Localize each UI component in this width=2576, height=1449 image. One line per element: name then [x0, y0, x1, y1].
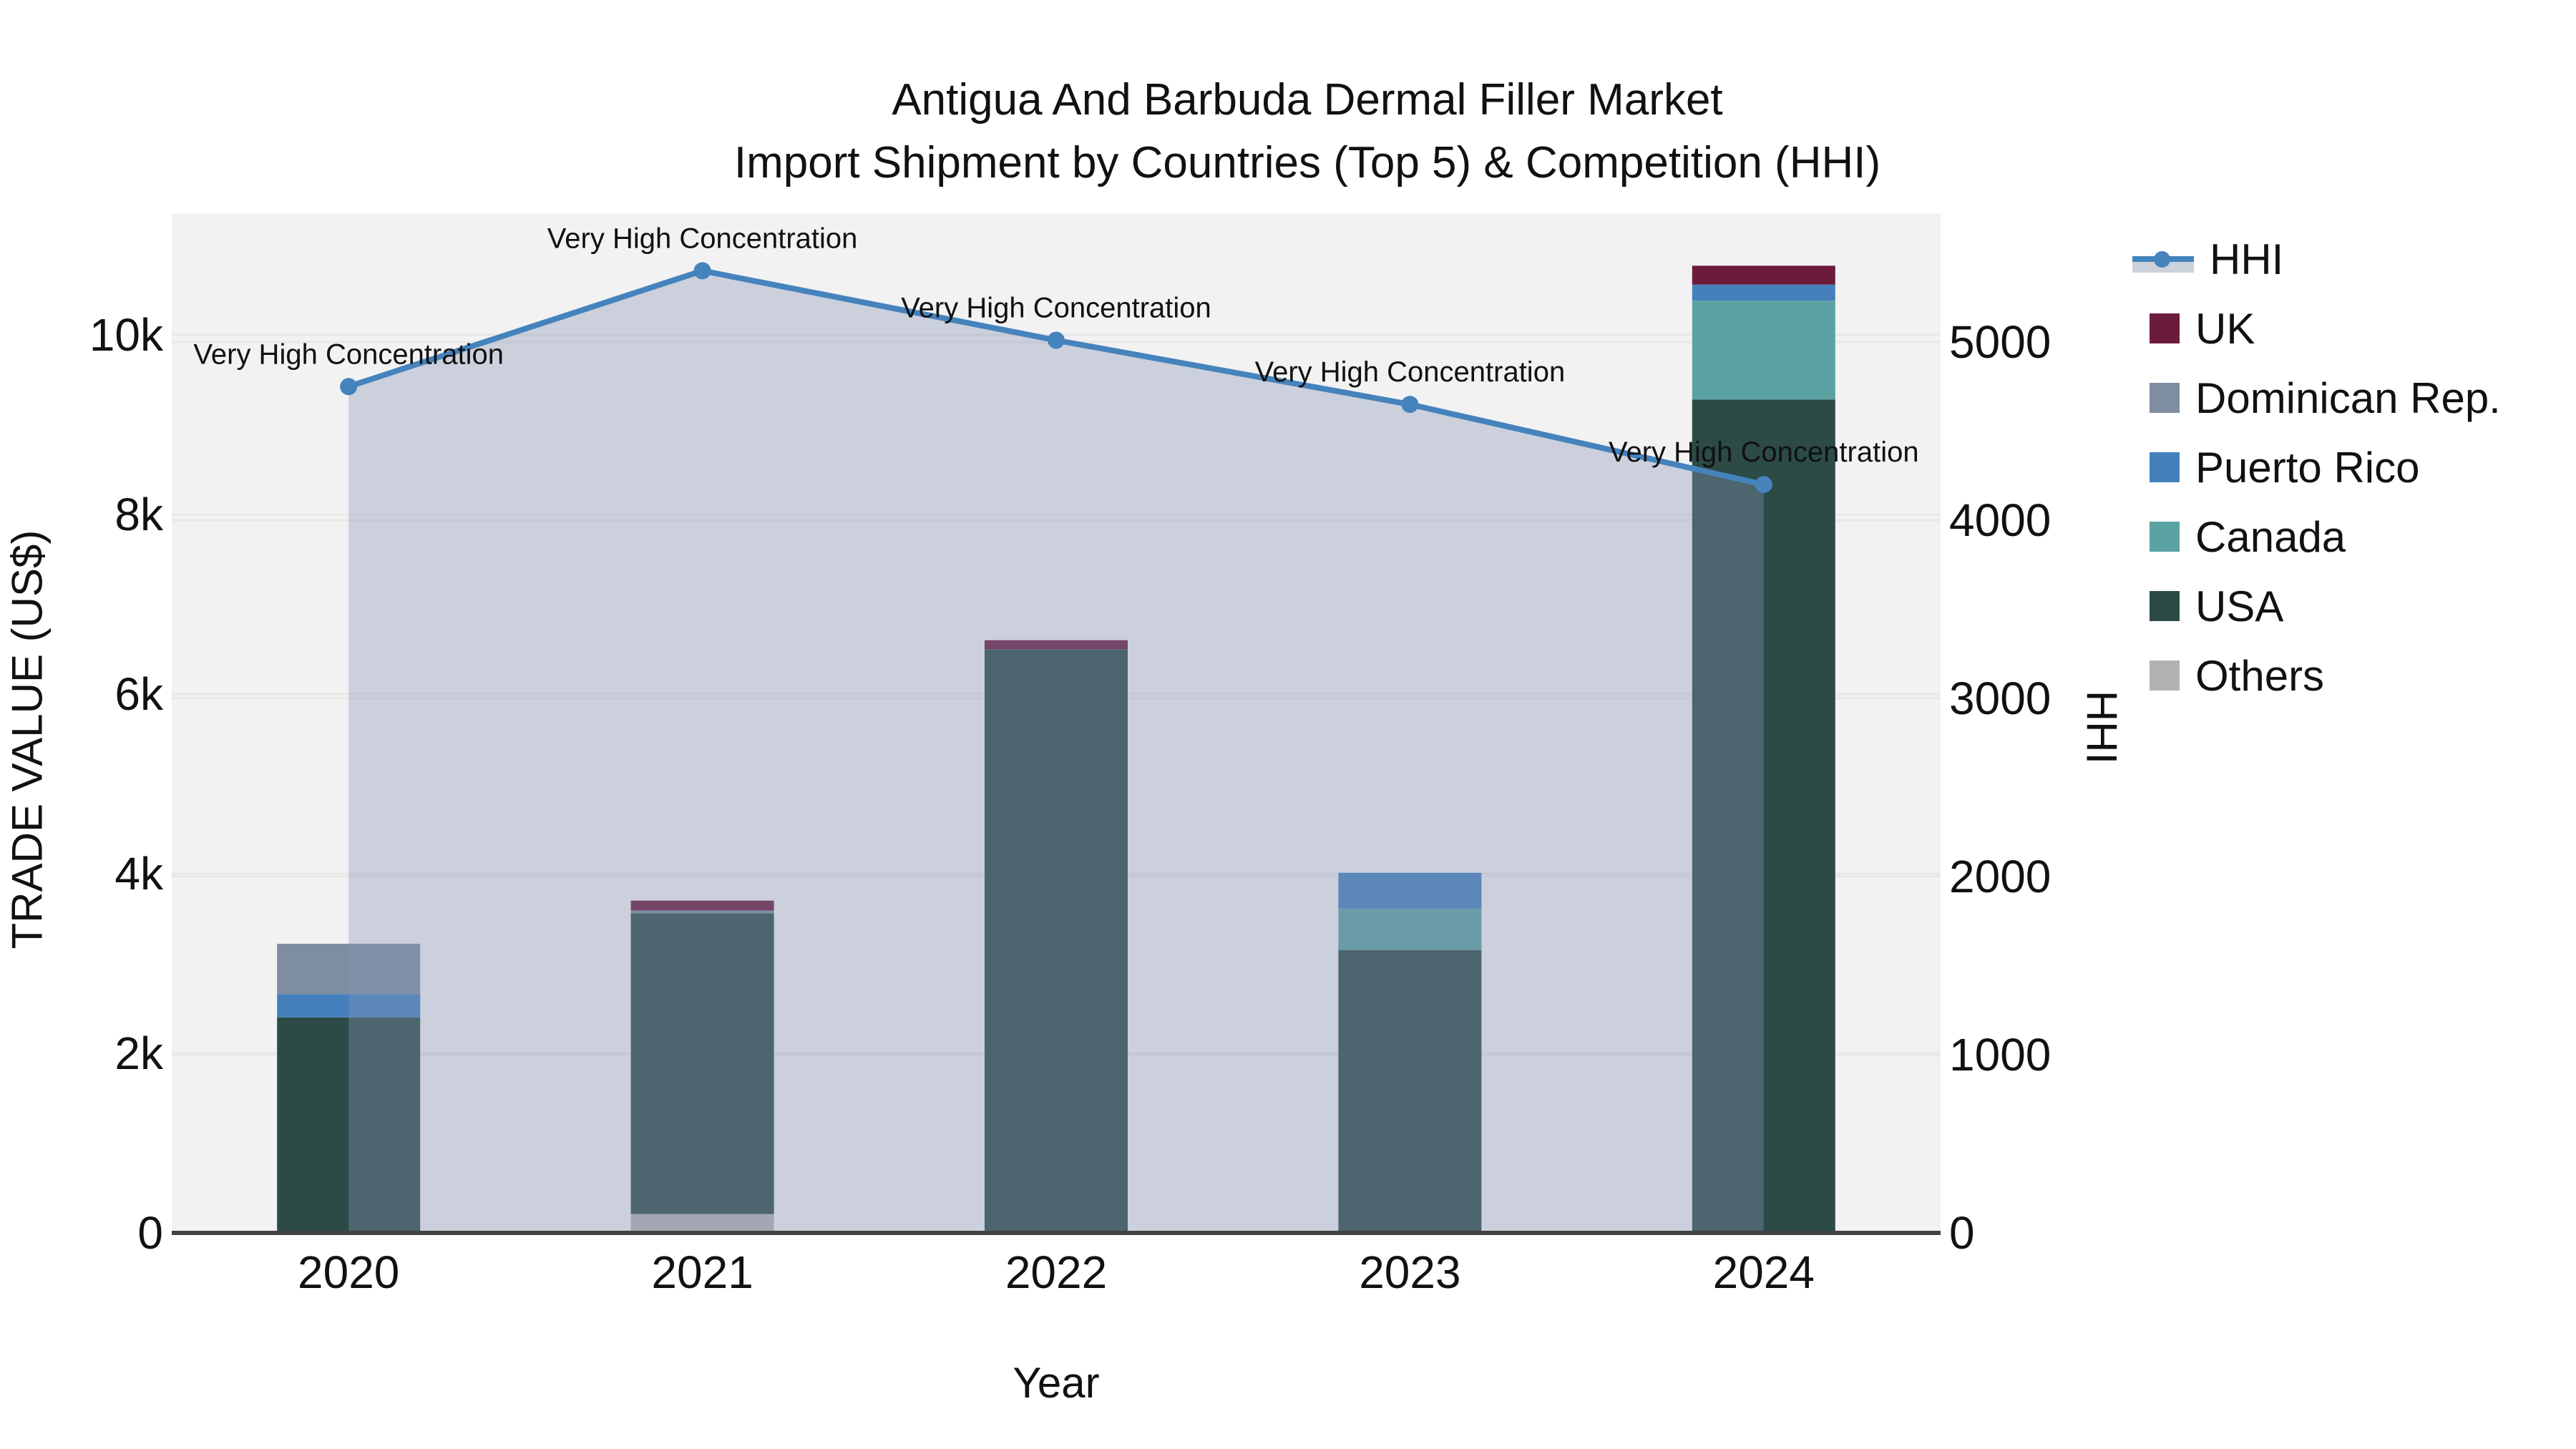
legend-color-swatch: [2150, 452, 2180, 482]
legend-label: USA: [2195, 582, 2284, 630]
y-right-tick-2000: 2000: [1949, 851, 2051, 902]
annotation-2023: Very High Concentration: [1255, 356, 1566, 388]
x-tick-2023: 2023: [1359, 1246, 1460, 1298]
y-right-tick-1000: 1000: [1949, 1029, 2051, 1080]
x-tick-2020: 2020: [298, 1246, 399, 1298]
y-left-tick-0: 0: [137, 1207, 163, 1259]
x-tick-2022: 2022: [1005, 1246, 1107, 1298]
legend-color-swatch: [2150, 660, 2180, 691]
y-left-tick-10k: 10k: [89, 309, 164, 361]
chart-title-line-1: Antigua And Barbuda Dermal Filler Market: [892, 75, 1723, 125]
hhi-marker-2020[interactable]: [340, 378, 358, 396]
legend-color-swatch: [2150, 383, 2180, 413]
y-right-tick-0: 0: [1949, 1207, 1975, 1259]
bar-segment-usa-2020[interactable]: [277, 1017, 421, 1233]
legend-item-usa[interactable]: USA: [2132, 582, 2284, 630]
y-left-axis-title: TRADE VALUE (US$): [3, 530, 52, 950]
annotation-2021: Very High Concentration: [547, 223, 858, 254]
annotation-2024: Very High Concentration: [1609, 436, 1919, 468]
bar-segment-usa-2023[interactable]: [1338, 950, 1482, 1233]
legend-item-hhi[interactable]: HHI: [2132, 235, 2284, 283]
chart-title-line-2: Import Shipment by Countries (Top 5) & C…: [733, 138, 1881, 187]
bar-segment-canada-2023[interactable]: [1338, 908, 1482, 950]
x-tick-2021: 2021: [651, 1246, 753, 1298]
bar-segment-usa-2024[interactable]: [1692, 399, 1835, 1233]
legend-color-swatch: [2150, 313, 2180, 343]
legend-color-swatch: [2150, 591, 2180, 621]
legend-label: UK: [2195, 304, 2255, 353]
legend-item-puerto-rico[interactable]: Puerto Rico: [2132, 443, 2420, 492]
bar-segment-dominican-rep--2021[interactable]: [630, 910, 774, 914]
legend-color-swatch: [2150, 522, 2180, 552]
bar-segment-canada-2024[interactable]: [1692, 301, 1835, 400]
y-right-tick-4000: 4000: [1949, 494, 2051, 546]
bar-segment-uk-2021[interactable]: [630, 900, 774, 911]
legend-item-canada[interactable]: Canada: [2132, 512, 2346, 561]
y-left-tick-4k: 4k: [114, 848, 164, 899]
y-right-tick-5000: 5000: [1949, 316, 2051, 368]
hhi-area-fill: [348, 270, 1764, 1233]
x-tick-2024: 2024: [1713, 1246, 1815, 1298]
bar-segment-puerto-rico-2023[interactable]: [1338, 872, 1482, 909]
y-right-axis-title: HHI: [2077, 690, 2126, 765]
x-axis-title: Year: [1013, 1359, 1100, 1407]
legend-label: Others: [2195, 651, 2325, 700]
y-left-tick-2k: 2k: [114, 1028, 164, 1079]
bar-segment-others-2021[interactable]: [630, 1214, 774, 1233]
legend-label: Puerto Rico: [2195, 443, 2420, 492]
legend-label: HHI: [2210, 235, 2284, 283]
bar-segment-puerto-rico-2024[interactable]: [1692, 284, 1835, 301]
legend-item-others[interactable]: Others: [2132, 651, 2325, 700]
legend-label: Canada: [2195, 512, 2346, 561]
bar-segment-puerto-rico-2020[interactable]: [277, 994, 421, 1018]
y-right-tick-3000: 3000: [1949, 673, 2051, 724]
bar-segment-usa-2021[interactable]: [630, 913, 774, 1214]
bar-segment-uk-2024[interactable]: [1692, 265, 1835, 285]
annotation-2020: Very High Concentration: [193, 338, 504, 370]
legend-line-swatch: [2132, 244, 2194, 274]
y-left-tick-6k: 6k: [114, 668, 164, 720]
annotation-2022: Very High Concentration: [901, 293, 1211, 324]
legend-item-dominican-rep-[interactable]: Dominican Rep.: [2132, 374, 2501, 422]
legend-label: Dominican Rep.: [2195, 374, 2501, 422]
legend-item-uk[interactable]: UK: [2132, 304, 2255, 353]
hhi-marker-2022[interactable]: [1048, 331, 1065, 349]
bar-segment-dominican-rep--2020[interactable]: [277, 943, 421, 995]
hhi-marker-2023[interactable]: [1401, 396, 1419, 414]
y-left-tick-8k: 8k: [114, 489, 164, 540]
bar-segment-uk-2022[interactable]: [985, 640, 1128, 650]
hhi-marker-2021[interactable]: [693, 262, 711, 280]
chart-title: Antigua And Barbuda Dermal Filler Market…: [592, 69, 2023, 195]
hhi-marker-2024[interactable]: [1755, 476, 1772, 494]
bar-segment-usa-2022[interactable]: [985, 649, 1128, 1233]
